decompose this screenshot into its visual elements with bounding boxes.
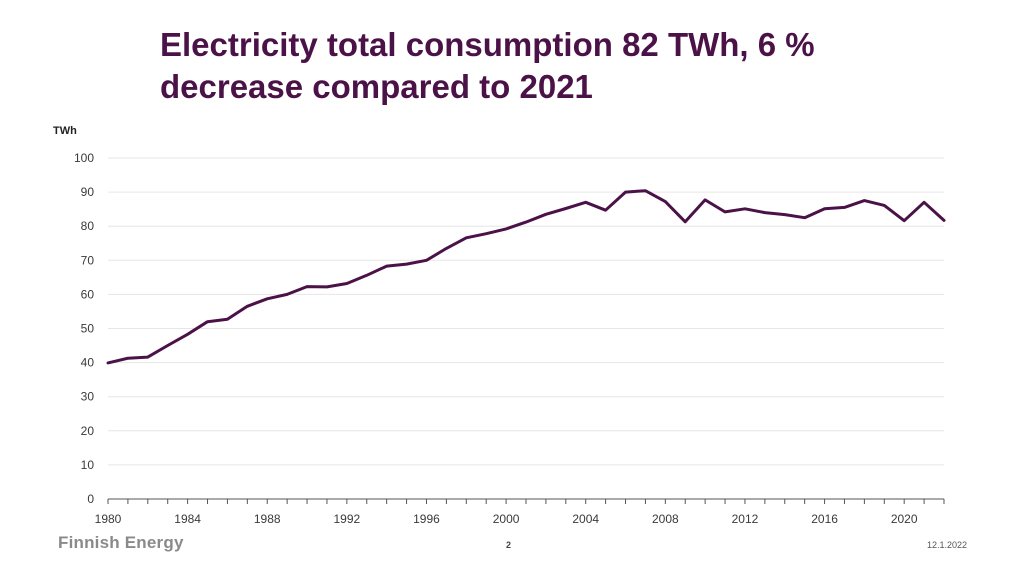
data-point-2017 [843,206,846,209]
data-point-1986 [226,318,229,321]
data-point-2013 [763,211,767,214]
x-tick-label-2008: 2008 [652,512,679,526]
data-point-1991 [325,285,329,289]
finnish-energy-logo: Finnish Energy [58,533,184,552]
slide-title-line-2: decrease compared to 2021 [160,68,593,105]
data-point-2009 [684,220,687,223]
data-point-1990 [305,285,309,288]
y-tick-label-80: 80 [81,219,95,233]
data-point-2011 [723,210,727,214]
data-point-1982 [146,355,150,359]
y-tick-label-50: 50 [81,322,95,336]
x-tick-label-1980: 1980 [95,512,122,526]
series-line-consumption [106,189,946,365]
data-point-1987 [246,305,249,308]
data-point-1993 [365,274,368,277]
data-point-2001 [524,220,528,224]
chart-tick-labels: 0 10 20 30 40 50 60 70 80 90 100 1980 1984 1988 1992 19… [74,151,918,526]
data-point-2006 [624,190,627,194]
data-point-1989 [285,293,289,296]
data-point-2021 [922,201,926,204]
data-point-1983 [166,344,169,347]
data-point-1995 [405,262,408,266]
y-tick-label-20: 20 [81,424,95,438]
x-tick-label-1996: 1996 [413,512,440,526]
data-point-1996 [425,259,428,262]
data-point-2020 [902,219,906,222]
data-point-1999 [484,232,488,235]
data-point-2004 [584,201,587,204]
x-tick-label-2004: 2004 [572,512,599,526]
y-tick-label-60: 60 [81,287,95,301]
x-tick-label-2000: 2000 [493,512,520,526]
data-point-2002 [544,213,548,216]
y-tick-label-40: 40 [81,356,95,370]
data-point-1988 [266,297,269,301]
data-point-2007 [644,189,647,192]
data-point-1981 [126,356,130,360]
data-point-1980 [106,361,110,365]
x-tick-label-1988: 1988 [254,512,281,526]
data-point-2022 [942,219,946,222]
data-point-2010 [703,198,707,202]
slide-title-line-1: Electricity total consumption 82 TWh, 6 … [160,26,815,63]
data-point-1985 [206,320,209,323]
chart-gridlines [108,157,944,466]
chart-axes [107,498,945,504]
y-tick-label-100: 100 [74,151,94,165]
data-point-2014 [783,213,786,216]
data-point-1997 [445,247,448,250]
data-point-1994 [385,264,388,268]
y-tick-label-30: 30 [81,390,95,404]
data-point-2018 [863,199,866,202]
page-number: 2 [506,540,512,550]
y-tick-label-70: 70 [81,253,95,267]
y-tick-label-10: 10 [81,458,95,472]
data-point-1998 [465,236,468,239]
y-tick-label-90: 90 [81,185,95,199]
data-point-2003 [564,207,568,210]
data-point-1992 [345,282,349,285]
x-tick-label-1992: 1992 [334,512,361,526]
data-point-2000 [504,227,508,231]
data-point-2008 [664,200,667,203]
data-point-2016 [823,207,826,211]
x-tick-label-1984: 1984 [174,512,201,526]
data-point-2012 [743,207,747,211]
data-point-1984 [186,333,189,336]
data-point-2015 [803,216,806,219]
y-tick-label-0: 0 [87,492,94,506]
x-tick-label-2020: 2020 [891,512,918,526]
footer-date: 12.1.2022 [926,540,967,550]
chart-series [106,189,946,365]
slide-title: Electricity total consumption 82 TWh, 6 … [160,24,920,108]
data-point-2019 [883,204,886,207]
x-tick-label-2016: 2016 [811,512,838,526]
x-tick-label-2012: 2012 [732,512,759,526]
data-point-2005 [604,208,607,212]
y-axis-unit-label: TWh [53,125,77,137]
